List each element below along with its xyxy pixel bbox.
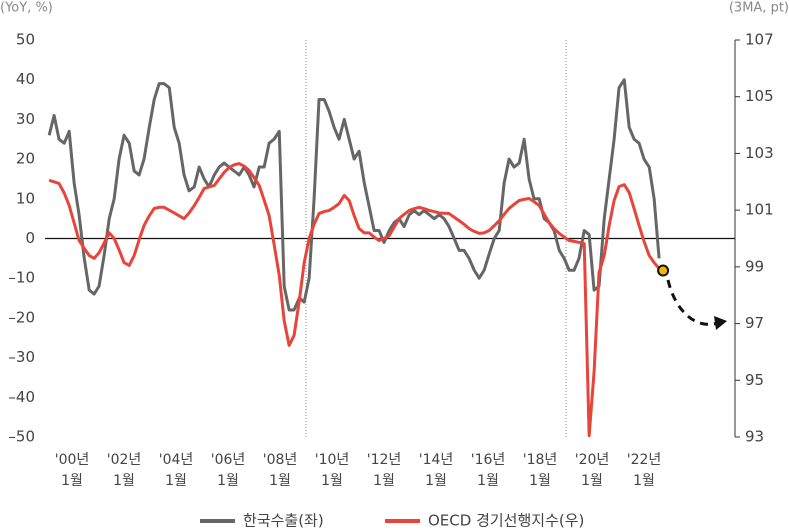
x-tick-label: '08년 1월 [262,452,298,489]
series-line [47,78,661,312]
legend-label: OECD 경기선행지수(우) [428,512,584,530]
y-tick-label: –10 [8,269,35,287]
y-tick-label: 10 [16,189,35,207]
x-tick-label: '00년 1월 [54,452,90,489]
x-tick-label: '20년 1월 [574,452,610,489]
x-tick-label: '04년 1월 [158,452,194,489]
end-marker [657,264,670,277]
y2-tick-label: 93 [745,428,764,446]
x-tick-label: '16년 1월 [470,452,506,489]
x-tick-label: '18년 1월 [522,452,558,489]
legend-label: 한국수출(좌) [243,512,324,530]
y2-tick-label: 99 [745,257,764,275]
y2-tick-label: 103 [745,144,774,162]
dashed-arrow [666,279,719,326]
arrow-head [714,316,727,330]
y-tick-label: –20 [8,308,35,326]
y2-axis-label: (3MA, pt) [729,1,789,16]
y2-tick-label: 95 [745,371,764,389]
series-line [48,162,661,438]
y2-tick-label: 97 [745,314,764,332]
x-tick-label: '14년 1월 [418,452,454,489]
x-tick-label: '12년 1월 [366,452,402,489]
y-tick-label: 30 [16,110,35,128]
x-tick-label: '22년 1월 [626,452,662,489]
y2-tick-label: 101 [745,201,774,219]
y-tick-label: –30 [8,348,35,366]
y-tick-label: 0 [25,229,35,247]
x-tick-label: '02년 1월 [106,452,142,489]
y-axis-label: (YoY, %) [0,1,53,16]
x-tick-label: '10년 1월 [314,452,350,489]
y2-tick-label: 105 [745,87,774,105]
x-tick-label: '06년 1월 [210,452,246,489]
y2-tick-label: 107 [745,31,774,49]
y-tick-label: 20 [16,150,35,168]
y-tick-label: –50 [8,428,35,446]
y-tick-label: 50 [16,31,35,49]
forecast-arrow [666,279,727,330]
y-tick-label: 40 [16,70,35,88]
y-tick-label: –40 [8,388,35,406]
